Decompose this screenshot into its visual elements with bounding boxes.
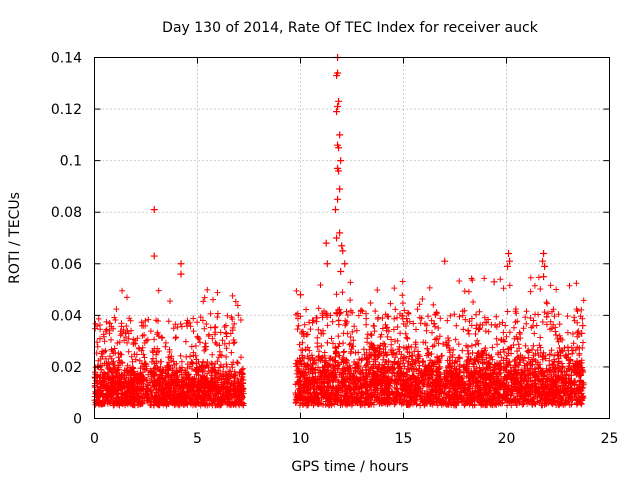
- roti-point: [506, 257, 514, 265]
- x-tick-label: 0: [90, 431, 99, 447]
- roti-point: [336, 131, 344, 139]
- y-tick-label: 0.04: [51, 308, 82, 324]
- data-points: [91, 54, 587, 409]
- roti-point: [337, 268, 345, 276]
- roti-point: [334, 195, 342, 203]
- y-axis-label: ROTI / TECUs: [7, 192, 23, 284]
- plot-frame: [94, 57, 610, 419]
- roti-point: [540, 249, 548, 257]
- y-tick-label: 0.06: [51, 257, 82, 273]
- roti-point: [336, 185, 344, 193]
- roti-point: [336, 229, 344, 237]
- y-tick-label: 0: [73, 412, 82, 428]
- roti-point: [540, 273, 548, 281]
- roti-point: [322, 239, 330, 247]
- x-tick-label: 5: [193, 431, 202, 447]
- roti-point: [335, 97, 343, 105]
- roti-point-cloud: [91, 274, 587, 409]
- roti-point: [177, 260, 185, 268]
- x-tick-label: 15: [395, 431, 413, 447]
- roti-point: [338, 242, 346, 250]
- roti-point: [333, 108, 341, 116]
- y-tick-label: 0.08: [51, 205, 82, 221]
- roti-point: [333, 72, 341, 80]
- roti-point: [335, 144, 343, 152]
- roti-point: [441, 257, 449, 265]
- roti-point: [150, 252, 158, 260]
- y-tick-label: 0.14: [51, 51, 82, 67]
- roti-point: [323, 260, 331, 268]
- x-tick-label: 25: [601, 431, 619, 447]
- roti-point: [341, 260, 349, 268]
- chart-title: Day 130 of 2014, Rate Of TEC Index for r…: [162, 20, 539, 36]
- roti-point: [333, 234, 341, 242]
- roti-point: [504, 262, 512, 270]
- y-tick-label: 0.1: [60, 154, 82, 170]
- roti-point: [150, 206, 158, 214]
- roti-point: [339, 247, 347, 255]
- roti-point: [337, 157, 345, 165]
- roti-point: [490, 278, 498, 286]
- roti-point: [541, 262, 549, 270]
- roti-point: [297, 291, 304, 299]
- roti-point: [578, 329, 586, 337]
- roti-point: [332, 206, 340, 214]
- roti-point: [335, 167, 343, 175]
- x-tick-label: 20: [498, 431, 516, 447]
- axis-ticks: 0 5 10 15 20 25 0 0.02 0.04 0.06 0.08 0.1 0.12 0.14: [51, 51, 619, 448]
- roti-point: [177, 270, 185, 278]
- y-tick-label: 0.12: [51, 102, 82, 118]
- roti-point: [334, 102, 342, 110]
- roti-point: [579, 322, 587, 330]
- x-tick-label: 10: [292, 431, 310, 447]
- roti-point: [539, 257, 547, 265]
- y-tick-label: 0.02: [51, 360, 82, 376]
- roti-point: [505, 249, 513, 257]
- x-axis-label: GPS time / hours: [291, 459, 408, 475]
